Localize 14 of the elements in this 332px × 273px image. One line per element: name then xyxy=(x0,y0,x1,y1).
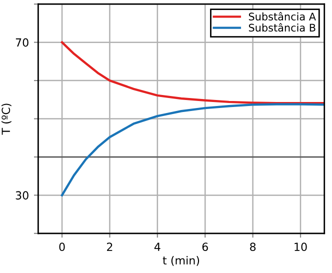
x-tick-label: 4 xyxy=(154,242,160,251)
x-tick-label: 8 xyxy=(250,242,256,252)
y-tick-label: 30 xyxy=(16,191,28,200)
line-series xyxy=(60,41,324,104)
x-tick-label: 6 xyxy=(202,242,208,252)
x-tick-label: 10 xyxy=(294,242,307,252)
legend-label: Substância B xyxy=(248,23,316,32)
y-tick-label: 70 xyxy=(16,38,28,47)
x-tick-label: 0 xyxy=(59,242,65,252)
legend-label: Substância A xyxy=(248,12,316,20)
y-axis-title: T (ºC) xyxy=(1,104,12,135)
x-axis-title: t (min) xyxy=(162,256,200,266)
line-series xyxy=(60,103,324,196)
x-tick-label: 2 xyxy=(107,242,112,251)
